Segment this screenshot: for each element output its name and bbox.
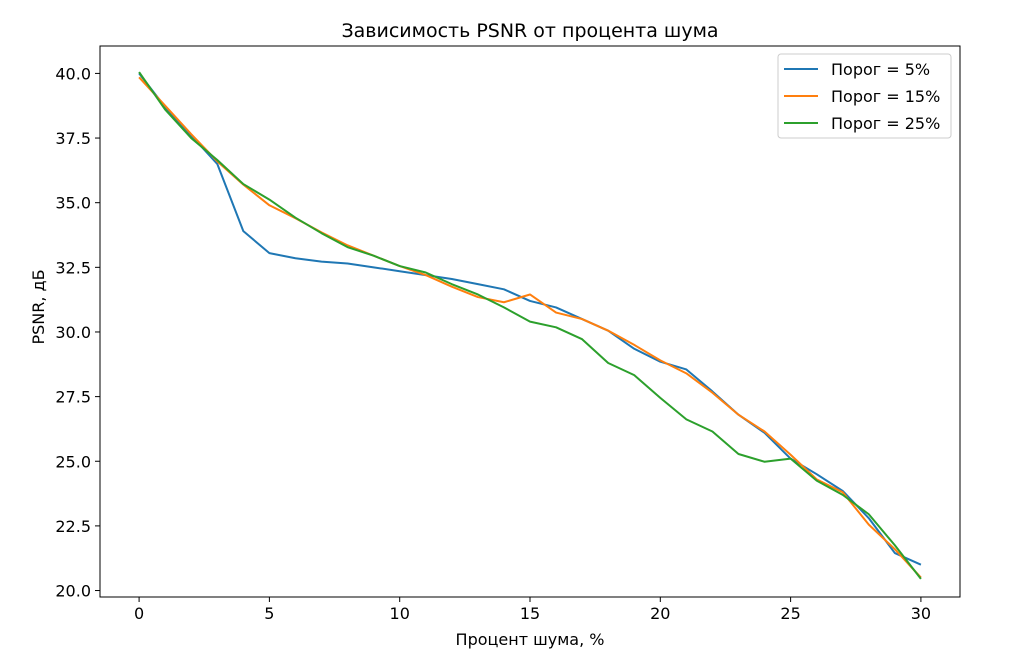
x-axis-ticks: 0 5 10 15 20 25 30 bbox=[134, 597, 931, 623]
y-tick-label: 32.5 bbox=[55, 258, 91, 277]
y-tick-label: 22.5 bbox=[55, 517, 91, 536]
legend-box bbox=[777, 53, 952, 139]
legend-label: Порог = 5% bbox=[831, 60, 930, 79]
x-tick-label: 15 bbox=[520, 604, 540, 623]
x-tick-label: 20 bbox=[650, 604, 670, 623]
x-tick-label: 10 bbox=[390, 604, 410, 623]
y-tick-label: 40.0 bbox=[55, 64, 91, 83]
x-tick-label: 30 bbox=[911, 604, 931, 623]
chart-title: Зависимость PSNR от процента шума bbox=[341, 20, 718, 42]
legend-label: Порог = 25% bbox=[831, 114, 940, 133]
legend-label: Порог = 15% bbox=[831, 87, 940, 106]
y-tick-label: 20.0 bbox=[55, 582, 91, 601]
y-tick-label: 25.0 bbox=[55, 452, 91, 471]
series-line-2 bbox=[138, 76, 922, 579]
x-axis-label: Процент шума, % bbox=[456, 630, 605, 649]
x-tick-label: 5 bbox=[264, 604, 274, 623]
series-line-1 bbox=[138, 72, 922, 566]
x-tick-label: 25 bbox=[780, 604, 800, 623]
y-tick-label: 37.5 bbox=[55, 129, 91, 148]
y-tick-label: 27.5 bbox=[55, 388, 91, 407]
y-tick-label: 35.0 bbox=[55, 194, 91, 213]
y-tick-label: 30.0 bbox=[55, 323, 91, 342]
series-line-3 bbox=[138, 71, 922, 580]
plot-frame bbox=[99, 45, 961, 598]
x-tick-label: 0 bbox=[134, 604, 144, 623]
legend: Порог = 5% Порог = 15% Порог = 25% bbox=[777, 53, 952, 139]
series-lines bbox=[138, 71, 922, 580]
y-axis-ticks: 20.0 22.5 25.0 27.5 30.0 32.5 35.0 37.5 40.0 bbox=[55, 64, 100, 601]
y-axis-label: PSNR, дБ bbox=[29, 269, 48, 344]
